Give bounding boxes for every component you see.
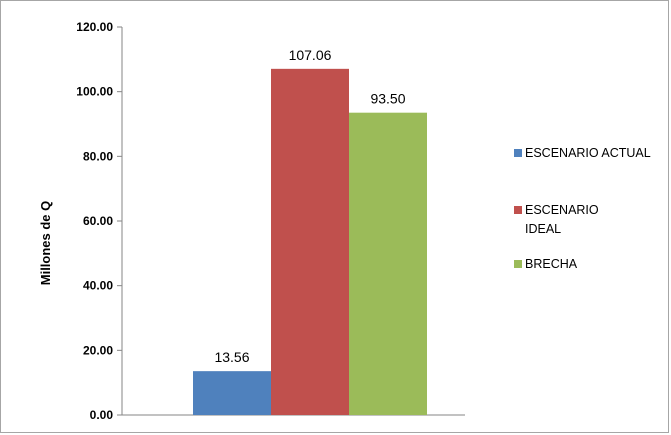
data-label: 13.56 [214,349,249,365]
legend-label: ESCENARIO ACTUAL [525,146,651,160]
legend-label: BRECHA [525,257,578,271]
data-labels: 13.56 107.06 93.50 [214,47,405,365]
y-tick-label: 80.00 [83,149,113,163]
y-tick-label: 100.00 [76,85,113,99]
y-axis: 0.00 20.00 40.00 60.00 80.00 100.00 120.00 [76,20,465,422]
legend-swatch [514,206,522,214]
legend-label: ESCENARIO [525,203,599,217]
bar-escenario-actual [193,371,271,415]
bar-brecha [349,112,427,415]
data-label: 107.06 [289,47,332,63]
y-tick-label: 40.00 [83,279,113,293]
y-tick-label: 20.00 [83,343,113,357]
y-tick-label: 120.00 [76,20,113,34]
y-tick-label: 60.00 [83,214,113,228]
legend-label: IDEAL [525,222,561,236]
legend: ESCENARIO ACTUAL ESCENARIO IDEAL BRECHA [514,146,651,271]
bars [193,68,427,416]
bar-escenario-ideal [271,68,349,416]
y-axis-label: Millones de Q [38,201,53,286]
legend-swatch [514,260,522,268]
y-tick-label: 0.00 [90,408,114,422]
legend-swatch [514,149,522,157]
data-label: 93.50 [370,91,405,107]
